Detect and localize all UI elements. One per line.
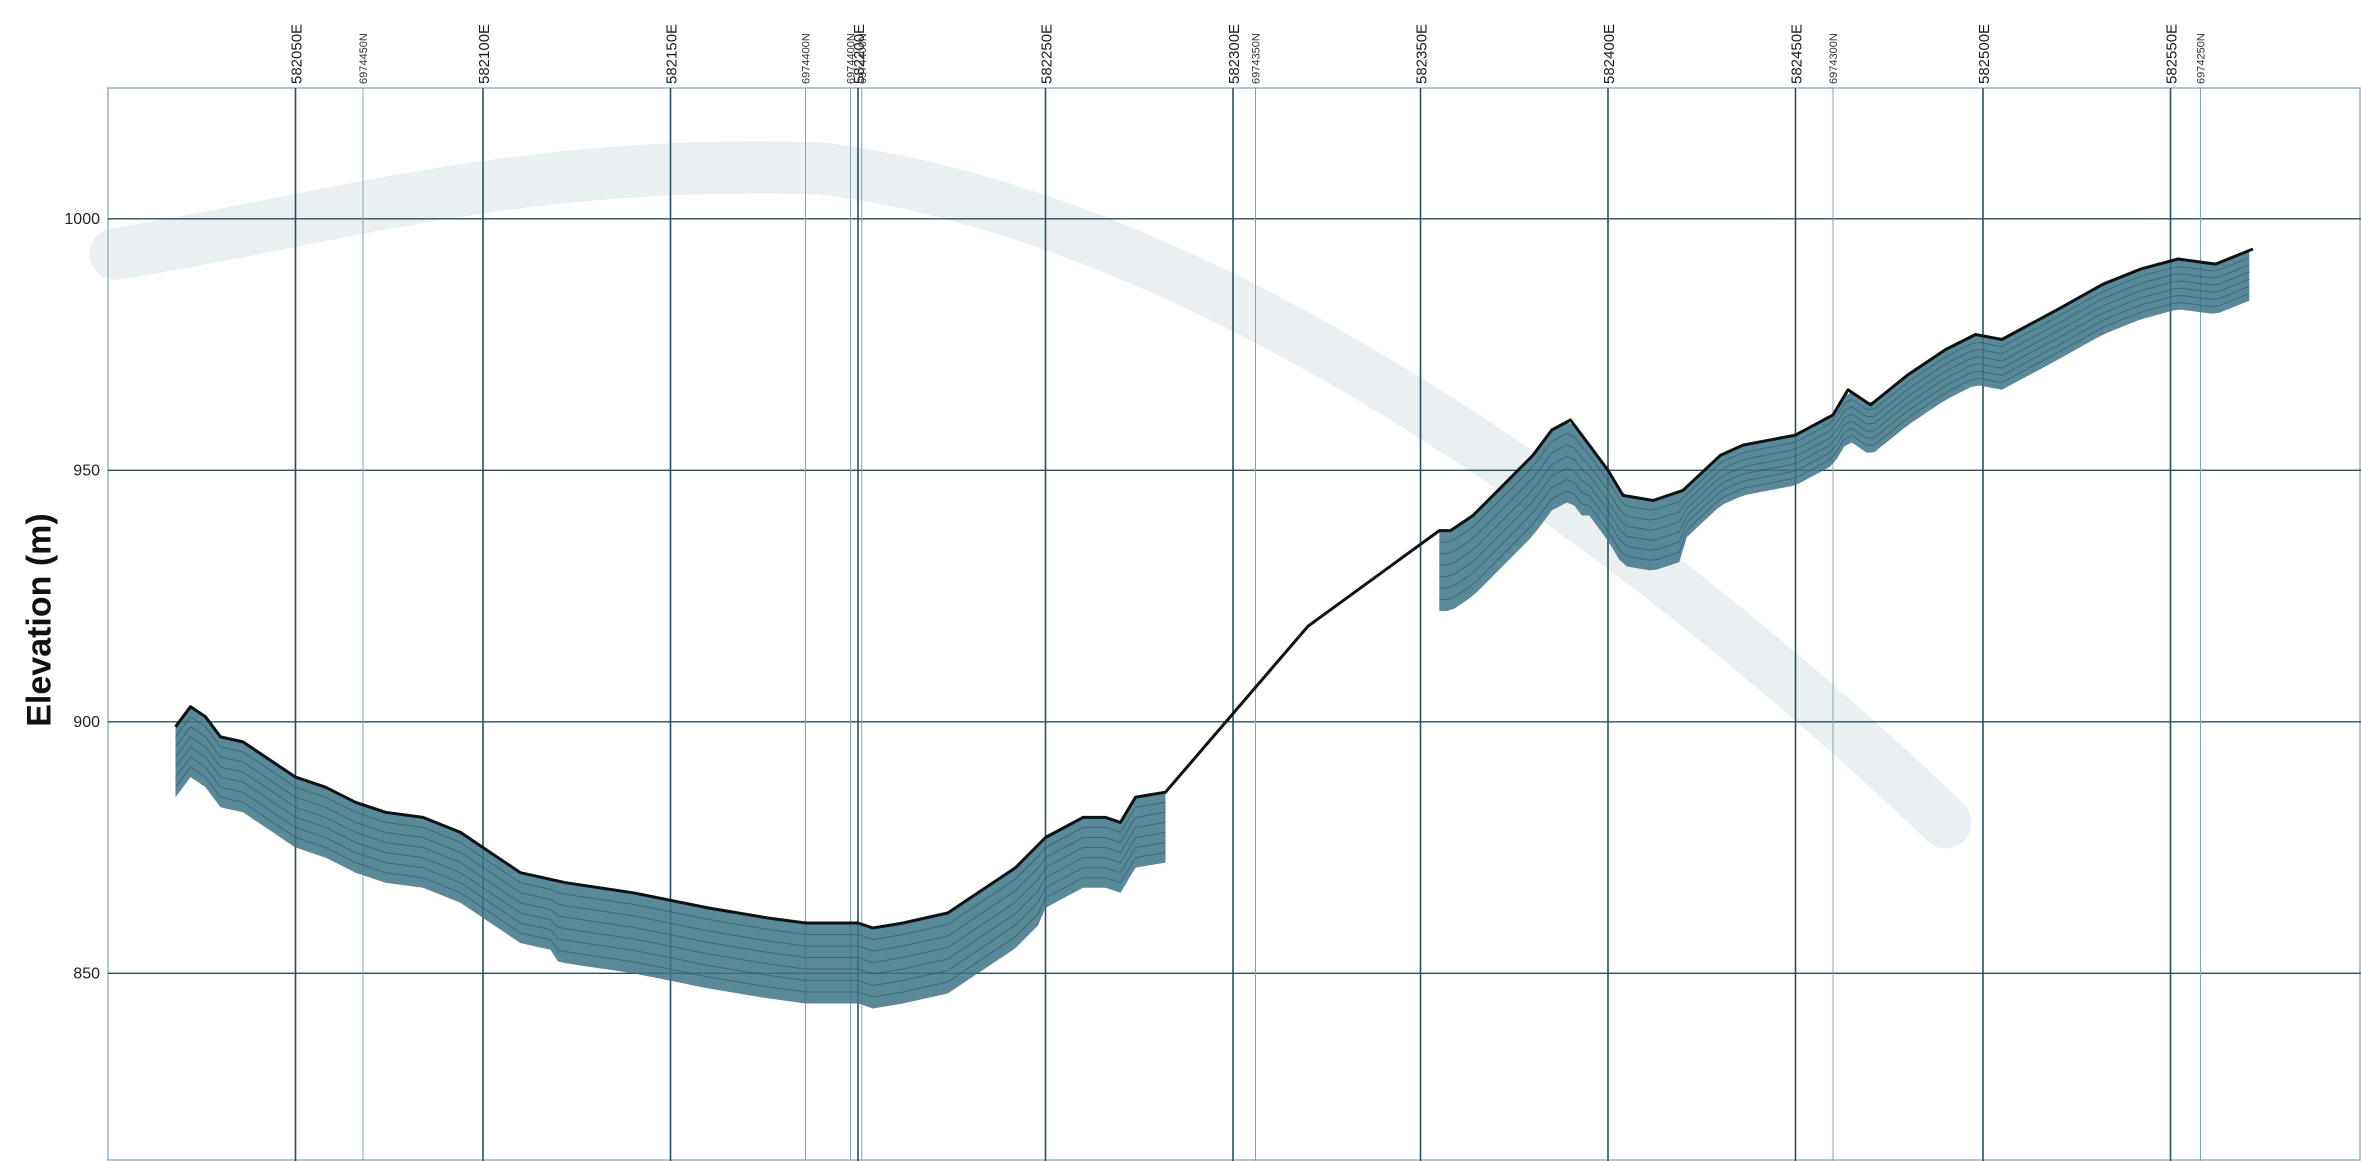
radargram-texture	[1439, 278, 2250, 578]
y-tick-label: 850	[73, 965, 100, 982]
y-tick-label: 900	[73, 714, 100, 731]
radargram-texture	[175, 756, 1166, 987]
easting-tick-label: 582550E	[2164, 24, 2181, 84]
profile-line-group	[174, 247, 2254, 930]
ghost-band	[89, 141, 1972, 849]
radargram-texture	[1439, 271, 2250, 566]
gridlines	[107, 87, 2361, 1161]
axis-labels: 850 900 950 1000 582050E 582100E 582150E 582200…	[64, 24, 2207, 982]
y-axis-label: Elevation (m)	[20, 513, 59, 727]
northing-tick-label: 6974450N	[358, 33, 370, 84]
radargram-texture	[175, 716, 1166, 941]
northing-tick-label: 6974350N	[1251, 33, 1263, 84]
plot-frame	[107, 87, 2361, 1161]
easting-tick-label: 582200E	[851, 24, 868, 84]
northing-tick-label: 6974400N	[801, 33, 813, 84]
northing-tick-label: 6974400N	[846, 33, 858, 84]
radargram-band	[175, 250, 2250, 1009]
easting-tick-label: 582500E	[1976, 24, 1993, 84]
easting-tick-label: 582300E	[1226, 24, 1243, 84]
profile-line	[174, 247, 2254, 930]
easting-tick-label: 582350E	[1414, 24, 1431, 84]
easting-tick-label: 582450E	[1789, 24, 1806, 84]
easting-tick-label: 582250E	[1039, 24, 1056, 84]
northing-tick-label: 6974250N	[2196, 33, 2208, 84]
northing-tick-label: 6974400N	[857, 33, 869, 84]
radargram-texture	[1439, 285, 2250, 589]
radargram-texture	[175, 726, 1166, 952]
radargram-fill	[175, 706, 1166, 1009]
northing-tick-label: 6974300N	[1828, 33, 1840, 84]
easting-tick-label: 582100E	[476, 24, 493, 84]
radargram-texture	[175, 746, 1166, 975]
easting-tick-label: 582400E	[1601, 24, 1618, 84]
easting-tick-label: 582050E	[289, 24, 306, 84]
radargram-texture	[175, 736, 1166, 964]
y-tick-label: 1000	[64, 211, 100, 228]
radargram-fill	[1439, 250, 2250, 612]
radargram-texture	[1439, 264, 2250, 555]
faded-background-print	[89, 141, 1972, 849]
radargram-texture	[175, 766, 1166, 998]
radargram-texture	[1439, 293, 2250, 601]
radargram-texture	[1439, 257, 2250, 543]
y-tick-label: 950	[73, 462, 100, 479]
easting-tick-label: 582150E	[664, 24, 681, 84]
